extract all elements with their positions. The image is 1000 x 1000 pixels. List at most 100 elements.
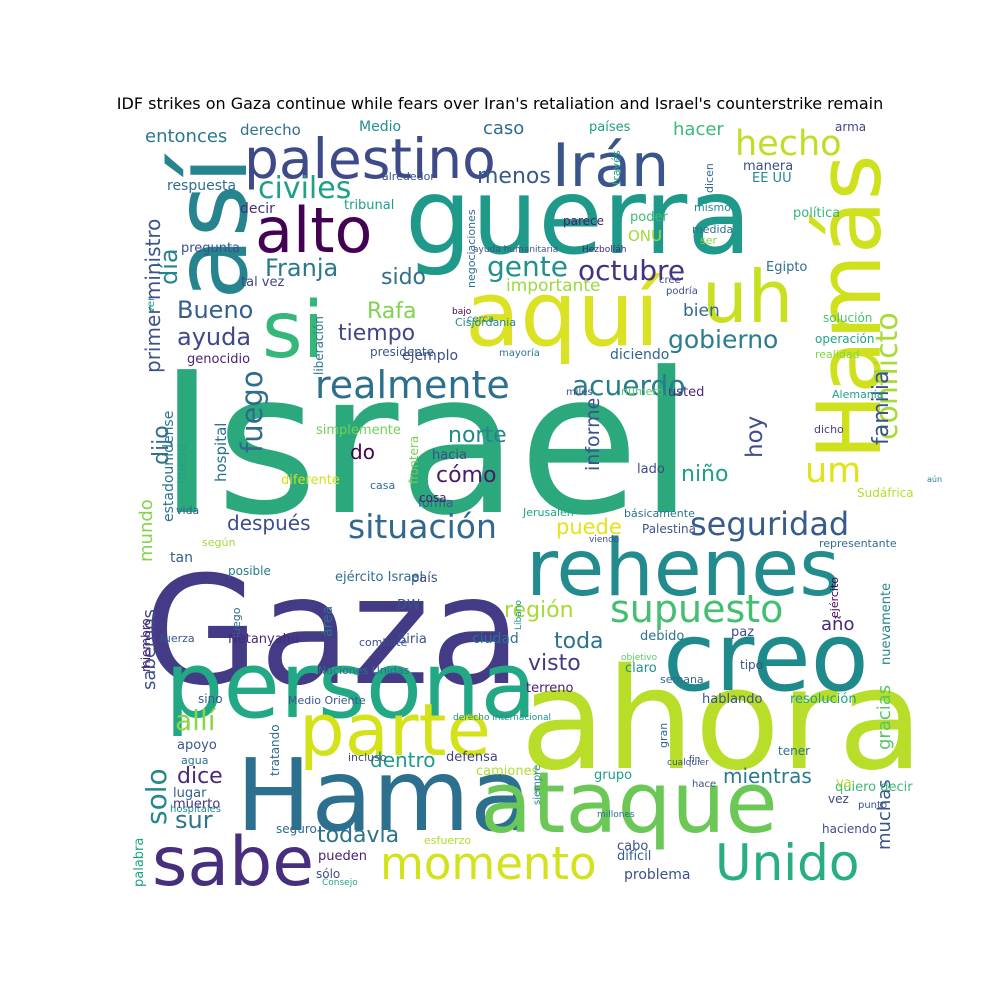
word-lugar: lugar <box>173 786 207 801</box>
word-gaza: Gaza <box>143 545 522 719</box>
word-sur: sur <box>175 806 213 834</box>
word-asi: así <box>152 152 271 300</box>
word-fuerza: fuerza <box>160 632 195 645</box>
word-camiones: camiones <box>476 764 539 779</box>
word-civiles: civiles <box>258 171 351 206</box>
word-miembro: miembro <box>139 618 153 672</box>
word-dicho: dicho <box>814 423 844 436</box>
word-sino: sino <box>198 692 223 706</box>
word-medida: medida <box>692 223 733 236</box>
word-derecho-internacional: derecho internacional <box>453 713 551 723</box>
word-palabra: palabra <box>132 838 147 887</box>
word-entonces: entonces <box>145 126 227 147</box>
word-medio: Medio <box>359 119 401 135</box>
word-tiempo: tiempo <box>338 321 415 346</box>
word-toda: toda <box>554 629 604 654</box>
word-millones: millones <box>597 810 635 820</box>
word-despues: después <box>227 511 311 535</box>
word-politica: política <box>793 206 840 221</box>
word-simplemente: simplemente <box>316 423 401 438</box>
word-dicen: dicen <box>703 163 716 193</box>
word-nino: niño <box>681 462 728 487</box>
word-aqui: aquí <box>465 262 662 367</box>
word-incluso: incluso <box>348 751 387 764</box>
word-importante: importante <box>506 276 600 296</box>
word-alemania: Alemania <box>832 388 884 401</box>
word-hospitales: hospitales <box>170 804 221 815</box>
word-solucion: solución <box>823 311 872 325</box>
word-momento: momento <box>380 837 597 890</box>
word-dentro: dentro <box>370 748 436 772</box>
word-ser: ser <box>700 234 717 247</box>
word-como: cómo <box>436 463 496 488</box>
word-ejercito: ejército <box>828 577 841 618</box>
word-libano: Líbano <box>514 600 524 630</box>
word-gran: gran <box>657 723 670 748</box>
word-parece: parece <box>563 214 604 228</box>
word-hacer: hacer <box>673 119 724 140</box>
word-podria: podría <box>666 285 698 297</box>
word-consejo: Consejo <box>322 878 358 888</box>
word-muerto: muerto <box>173 797 220 812</box>
word-puede: puede <box>556 515 622 539</box>
word-tener: tener <box>778 744 810 758</box>
word-dificil: difícil <box>617 849 651 864</box>
word-egipto: Egipto <box>766 260 807 275</box>
word-siempre: siempre <box>532 765 543 805</box>
word-pais: país <box>411 571 438 586</box>
word-haciendo: haciendo <box>822 822 877 836</box>
word-nuevamente: nuevamente <box>879 583 894 665</box>
word-forma: forma <box>418 496 453 510</box>
word-creo: creo <box>663 603 869 713</box>
word-cabo: cabo <box>617 839 648 854</box>
word-quiero-decir: quiero decir <box>835 780 913 795</box>
word-miles: miles <box>566 387 593 398</box>
word-arma: arma <box>835 120 866 134</box>
word-tipo: tipo <box>740 658 763 672</box>
word-rehenes: rehenes <box>526 524 840 614</box>
word-hace: hace <box>692 779 716 790</box>
word-tal-vez: tal vez <box>241 275 284 290</box>
word-ciudad: ciudad <box>472 631 519 647</box>
word-solo: solo <box>140 768 173 825</box>
word-norte: norte <box>448 423 507 448</box>
word-muchas: muchas <box>874 779 895 850</box>
word-unido: Unido <box>715 834 860 892</box>
word-sido: sido <box>381 265 426 290</box>
word-estadounidense: estadounidense <box>161 411 177 522</box>
word-cisjordania: Cisjordania <box>455 316 516 329</box>
word-caso: caso <box>483 118 524 139</box>
word-tratando: tratando <box>268 724 282 776</box>
word-hecho: hecho <box>735 124 842 164</box>
word-luego: luego <box>230 607 243 638</box>
word-numero: número <box>621 385 664 398</box>
word-uh: uh <box>702 255 793 339</box>
word-casa: casa <box>370 479 395 492</box>
word-dice: dice <box>177 764 223 789</box>
word-israel: Israel <box>158 331 694 559</box>
word-fin: fin <box>689 755 700 765</box>
word-mayoria: mayoría <box>499 347 540 359</box>
word-decir: decir <box>240 201 275 217</box>
word-cosa: cosa <box>419 491 447 505</box>
word-claro: claro <box>625 661 657 676</box>
word-octubre: octubre <box>578 254 685 287</box>
word-alto: alto <box>255 194 372 267</box>
word-ayuda-humanitaria: ayuda humanitaria <box>473 245 558 255</box>
word-diferente: diferente <box>281 473 340 488</box>
word-liberacion: liberación <box>312 316 326 375</box>
word-ataque: ataque <box>480 754 778 853</box>
word-esfuerzo: esfuerzo <box>424 834 471 847</box>
word-si: si <box>262 286 324 376</box>
word-do: do <box>350 440 375 464</box>
word-um: um <box>805 451 861 491</box>
word-alli: allí <box>175 704 217 737</box>
word-pueden: pueden <box>318 849 367 864</box>
word-familia: familia <box>869 371 894 445</box>
word-conflicto: conflicto <box>870 312 905 440</box>
word-tan: tan <box>170 550 193 566</box>
word-onu: ONU <box>628 227 662 245</box>
word-netanyahu: Netanyahu <box>228 632 299 647</box>
word-medio-oriente: Medio Oriente <box>288 694 366 707</box>
word-seguro: seguro <box>276 822 317 836</box>
